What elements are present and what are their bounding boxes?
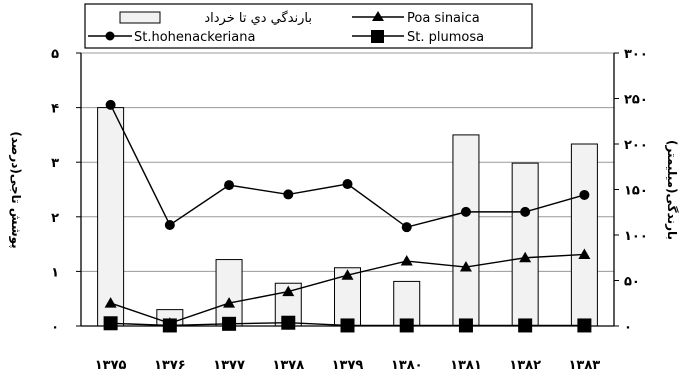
- left-tick-label-1: ۱: [51, 265, 59, 280]
- point-circle-4: [342, 179, 353, 190]
- legend-marker-hohenackeriana: [105, 31, 115, 41]
- legend-label-precipitation: بارندگي دي تا خرداد: [204, 10, 312, 26]
- point-triangle-4: [341, 269, 354, 280]
- category-label-6: ۱۳۸۱: [450, 358, 482, 373]
- legend-swatch-precipitation: [119, 11, 161, 24]
- right-tick-label-5: ۲۵۰: [624, 93, 648, 108]
- category-label-2: ۱۳۷۷: [213, 358, 245, 373]
- right-axis-title: بارندگی(میلیمتر): [665, 140, 679, 240]
- left-tick-label-3: ۳: [51, 156, 59, 171]
- category-label-0: ۱۳۷۵: [95, 358, 127, 373]
- left-tick-label-2: ۲: [51, 211, 59, 226]
- point-circle-7: [520, 206, 531, 217]
- legend-label-plumosa: St. plumosa: [407, 30, 484, 45]
- left-tick-label-5: ۵: [51, 47, 59, 62]
- point-triangle-3: [282, 285, 295, 297]
- point-triangle-0: [104, 297, 117, 308]
- category-label-4: ۱۳۷۹: [332, 358, 364, 373]
- point-circle-0: [105, 99, 116, 110]
- point-circle-2: [224, 180, 235, 191]
- right-tick-label-6: ۳۰۰: [624, 47, 648, 62]
- point-circle-6: [460, 206, 471, 217]
- right-tick-label-1: ۵۰: [624, 275, 640, 290]
- category-label-8: ۱۳۸۳: [569, 358, 601, 373]
- category-label-7: ۱۳۸۲: [509, 358, 541, 373]
- point-circle-1: [164, 219, 175, 230]
- point-square-0: [103, 316, 118, 331]
- point-square-2: [222, 316, 237, 331]
- right-tick-label-3: ۱۵۰: [624, 184, 648, 199]
- legend-marker-poa: [372, 11, 384, 21]
- left-tick-label-0: ۰: [51, 320, 59, 335]
- right-tick-label-2: ۱۰۰: [624, 229, 648, 244]
- bar-2: [215, 259, 243, 327]
- bar-8: [570, 143, 598, 327]
- category-label-1: ۱۳۷۶: [154, 358, 186, 373]
- bar-0: [97, 107, 125, 327]
- point-triangle-7: [519, 251, 532, 263]
- left-axis-title: پوشش تاجی(درصد): [8, 131, 23, 248]
- legend-box: [84, 3, 533, 49]
- bar-7: [511, 162, 539, 327]
- category-label-3: ۱۳۷۸: [272, 358, 304, 373]
- category-label-5: ۱۳۸۰: [391, 358, 423, 373]
- point-circle-8: [579, 189, 590, 200]
- legend-marker-plumosa: [371, 30, 384, 43]
- left-tick-label-4: ۴: [51, 102, 59, 117]
- point-circle-3: [283, 189, 294, 200]
- axes: [76, 52, 619, 327]
- point-square-3: [281, 315, 296, 330]
- bars: [97, 107, 598, 327]
- point-triangle-6: [459, 261, 472, 272]
- bar-6: [452, 134, 480, 327]
- right-tick-label-4: ۲۰۰: [624, 138, 648, 153]
- legend: بارندگي دي تا خرداد St.hohenackeriana Po…: [84, 3, 533, 49]
- right-tick-label-0: ۰: [624, 320, 632, 335]
- legend-label-hohenackeriana: St.hohenackeriana: [134, 30, 255, 45]
- point-triangle-5: [400, 255, 413, 266]
- legend-label-poa: Poa sinaica: [407, 11, 480, 26]
- point-triangle-2: [223, 297, 236, 308]
- point-circle-5: [401, 222, 412, 233]
- point-triangle-8: [578, 248, 591, 259]
